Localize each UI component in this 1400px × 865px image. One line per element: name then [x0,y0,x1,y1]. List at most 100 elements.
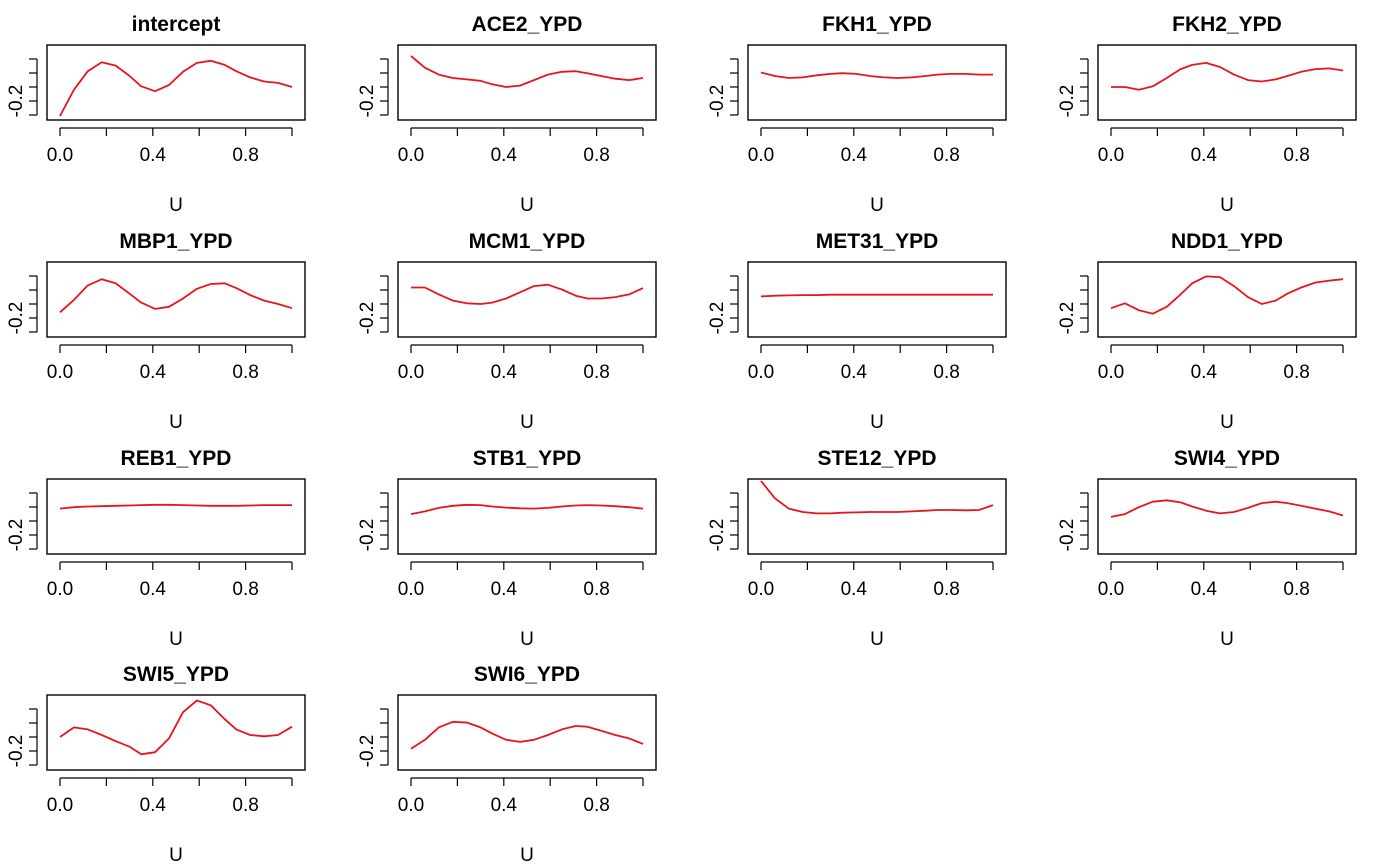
series-line [59,278,293,313]
x-axis-label: U [870,412,884,433]
panel-title: REB1_YPD [121,447,232,470]
x-axis-label: U [520,629,534,650]
x-tick-label: 0.4 [140,579,167,600]
y-tick-label: -0.2 [707,302,728,335]
y-tick-label: -0.2 [6,85,27,118]
panel: FKH1_YPD -0.2 0.0 0.4 0.8 U [707,13,1007,216]
x-tick-label: 0.8 [933,579,959,600]
x-tick-label: 0.8 [933,362,959,383]
panel-title: SWI6_YPD [474,663,580,686]
panel: SWI6_YPD -0.2 0.0 0.4 0.8 U [357,663,657,865]
panel-title: STB1_YPD [473,447,582,470]
y-tick-label: -0.2 [707,85,728,118]
plot-frame [397,478,657,555]
x-axis-label: U [169,412,183,433]
x-axis-label: U [169,629,183,650]
panel-title: NDD1_YPD [1171,230,1283,253]
x-tick-label: 0.4 [491,795,518,816]
x-tick-label: 0.8 [1283,145,1309,166]
y-tick-label: -0.2 [707,519,728,552]
panel: SWI5_YPD -0.2 0.0 0.4 0.8 U [6,663,306,865]
x-tick-label: 0.0 [1098,362,1124,383]
panel-title: MCM1_YPD [469,230,586,253]
plot-frame [46,478,306,555]
x-tick-label: 0.8 [583,579,609,600]
x-tick-label: 0.0 [47,362,73,383]
series-line [411,283,644,305]
panel: MET31_YPD -0.2 0.0 0.4 0.8 U [707,230,1007,433]
x-tick-label: 0.0 [1098,145,1124,166]
plot-frame [46,694,306,771]
panel: FKH2_YPD -0.2 0.0 0.4 0.8 U [1057,13,1357,216]
plot-frame [46,261,306,338]
series-line [59,503,292,510]
panel-title: MET31_YPD [816,230,939,253]
x-tick-label: 0.0 [748,362,774,383]
plot-frame [397,44,657,121]
x-axis-label: U [520,412,534,433]
panel: MBP1_YPD -0.2 0.0 0.4 0.8 U [6,230,306,433]
plot-frame [747,478,1007,555]
panel-title: ACE2_YPD [472,13,583,36]
x-tick-label: 0.0 [47,145,73,166]
x-tick-label: 0.4 [140,795,167,816]
series-line [410,55,644,88]
plot-frame [1097,261,1357,338]
panel-title: FKH2_YPD [1172,13,1282,36]
x-tick-label: 0.8 [933,145,959,166]
y-tick-label: -0.2 [6,519,27,552]
panel-title: SWI4_YPD [1174,447,1280,470]
x-tick-label: 0.0 [748,579,774,600]
panel: STE12_YPD -0.2 0.0 0.4 0.8 U [707,447,1007,650]
y-tick-label: -0.2 [357,735,378,768]
x-tick-label: 0.4 [841,579,868,600]
panel-title: STE12_YPD [817,447,936,470]
x-tick-label: 0.4 [491,579,518,600]
series-line [1111,62,1344,91]
panel: ACE2_YPD -0.2 0.0 0.4 0.8 U [357,13,657,216]
y-tick-label: -0.2 [357,519,378,552]
series-line [760,480,994,515]
x-tick-label: 0.8 [1283,579,1309,600]
y-tick-label: -0.2 [1057,302,1078,335]
x-tick-label: 0.8 [1283,362,1309,383]
x-tick-label: 0.4 [1191,145,1218,166]
panel: STB1_YPD -0.2 0.0 0.4 0.8 U [357,447,657,650]
series-line [1110,499,1344,518]
panel: SWI4_YPD -0.2 0.0 0.4 0.8 U [1057,447,1357,650]
panel: NDD1_YPD -0.2 0.0 0.4 0.8 U [1057,230,1357,433]
plot-frame [1097,478,1357,555]
x-tick-label: 0.4 [140,145,167,166]
plot-frame [397,694,657,771]
x-tick-label: 0.0 [398,579,424,600]
panel: REB1_YPD -0.2 0.0 0.4 0.8 U [6,447,306,650]
panel-title: FKH1_YPD [822,13,932,36]
series-line [410,720,644,750]
x-tick-label: 0.4 [491,145,518,166]
x-tick-label: 0.4 [1191,579,1218,600]
x-tick-label: 0.4 [140,362,167,383]
plot-frame [397,261,657,338]
y-tick-label: -0.2 [1057,85,1078,118]
x-axis-label: U [1220,195,1234,216]
series-line [410,503,644,515]
x-axis-label: U [1220,629,1234,650]
plot-frame [46,44,306,121]
x-tick-label: 0.4 [841,145,868,166]
x-axis-label: U [520,845,534,865]
x-tick-label: 0.8 [232,795,258,816]
x-tick-label: 0.8 [232,145,258,166]
x-axis-label: U [169,845,183,865]
x-axis-label: U [169,195,183,216]
x-tick-label: 0.4 [1191,362,1218,383]
y-tick-label: -0.2 [6,302,27,335]
x-tick-label: 0.0 [47,579,73,600]
y-tick-label: -0.2 [357,85,378,118]
x-tick-label: 0.8 [232,579,258,600]
x-tick-label: 0.0 [47,795,73,816]
x-tick-label: 0.8 [583,362,609,383]
x-tick-label: 0.4 [491,362,518,383]
panel: intercept -0.2 0.0 0.4 0.8 U [6,13,306,216]
x-tick-label: 0.0 [398,795,424,816]
